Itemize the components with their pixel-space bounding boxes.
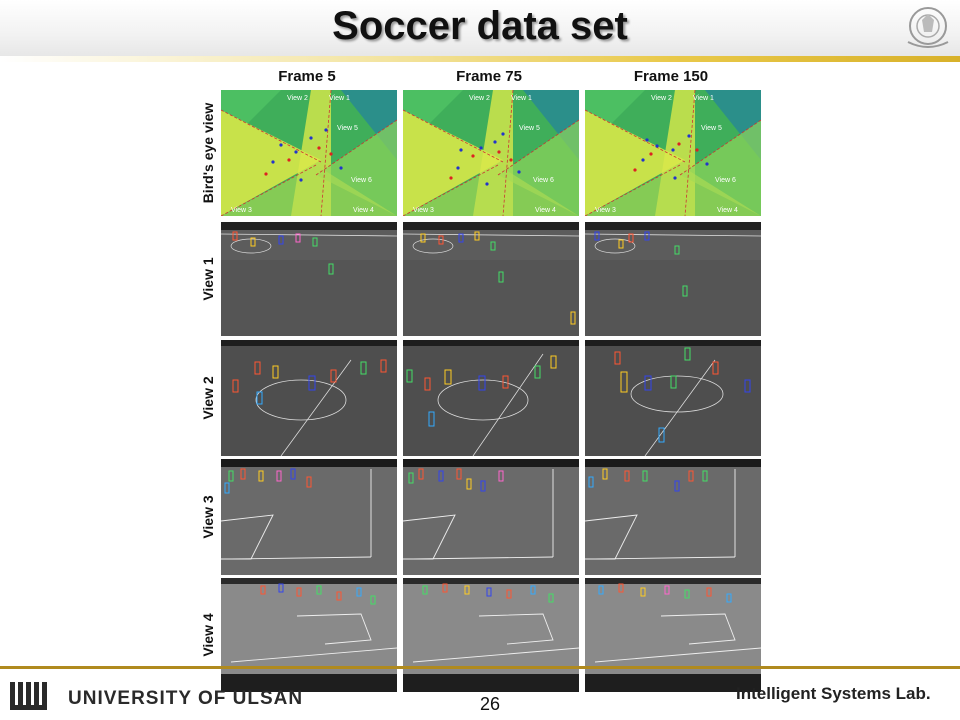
view-4-frame-150 <box>585 578 761 692</box>
row-label-view-1: View 1 <box>200 257 216 301</box>
svg-text:View 2: View 2 <box>469 95 490 102</box>
lab-name: Intelligent Systems Lab. <box>736 684 931 703</box>
svg-text:View 6: View 6 <box>351 177 372 184</box>
svg-text:View 4: View 4 <box>535 207 556 214</box>
row-label-view-4: View 4 <box>200 613 216 657</box>
view-3-frame-150 <box>585 459 761 575</box>
row-label-view-2: View 2 <box>200 376 216 420</box>
row-label-view-3: View 3 <box>200 495 216 539</box>
column-header-frame-75: Frame 75 <box>456 68 522 85</box>
svg-text:View 1: View 1 <box>329 95 350 102</box>
svg-text:View 5: View 5 <box>701 125 722 132</box>
svg-text:View 1: View 1 <box>511 95 532 102</box>
soccer-figure: Frame 5 Frame 75 Frame 150 Bird's eye vi… <box>197 64 765 694</box>
view-3-frame-5 <box>221 459 397 575</box>
svg-text:View 3: View 3 <box>413 207 434 214</box>
svg-text:View 4: View 4 <box>353 207 374 214</box>
university-seal-icon <box>907 7 949 48</box>
view-2-frame-75 <box>403 340 579 456</box>
title-rule <box>0 56 960 62</box>
svg-text:View 1: View 1 <box>693 95 714 102</box>
view-1-frame-5 <box>221 222 397 336</box>
svg-text:View 5: View 5 <box>337 125 358 132</box>
slide-header <box>0 0 960 58</box>
svg-text:View 5: View 5 <box>519 125 540 132</box>
svg-text:View 3: View 3 <box>231 207 252 214</box>
svg-text:View 6: View 6 <box>533 177 554 184</box>
footer-rule <box>0 666 960 669</box>
svg-text:View 6: View 6 <box>715 177 736 184</box>
view-1-frame-150 <box>585 222 761 336</box>
svg-text:View 2: View 2 <box>651 95 672 102</box>
view-1-frame-75 <box>403 222 579 336</box>
university-name: UNIVERSITY OF ULSAN <box>68 688 304 709</box>
view-4-frame-75 <box>403 578 579 692</box>
slide-title: Soccer data set <box>332 4 628 48</box>
birdseye-frame-150: View 2 View 1 View 5 View 6 View 3 View 4 <box>585 90 761 216</box>
svg-text:View 2: View 2 <box>287 95 308 102</box>
birdseye-frame-75: View 2 View 1 View 5 View 6 View 3 View 4 <box>403 90 579 216</box>
birdseye-frame-5: View 2 View 1 View 5 View 6 View 3 View 4 <box>221 90 397 216</box>
view-4-frame-5 <box>221 578 397 692</box>
view-2-frame-5 <box>221 340 397 456</box>
row-label-birdseye: Bird's eye view <box>200 102 216 204</box>
svg-text:View 4: View 4 <box>717 207 738 214</box>
column-header-frame-150: Frame 150 <box>633 68 709 85</box>
page-number: 26 <box>479 694 501 714</box>
view-2-frame-150 <box>585 340 761 456</box>
university-logo-icon <box>10 682 47 710</box>
svg-text:View 3: View 3 <box>595 207 616 214</box>
column-header-frame-5: Frame 5 <box>278 68 336 85</box>
view-3-frame-75 <box>403 459 579 575</box>
